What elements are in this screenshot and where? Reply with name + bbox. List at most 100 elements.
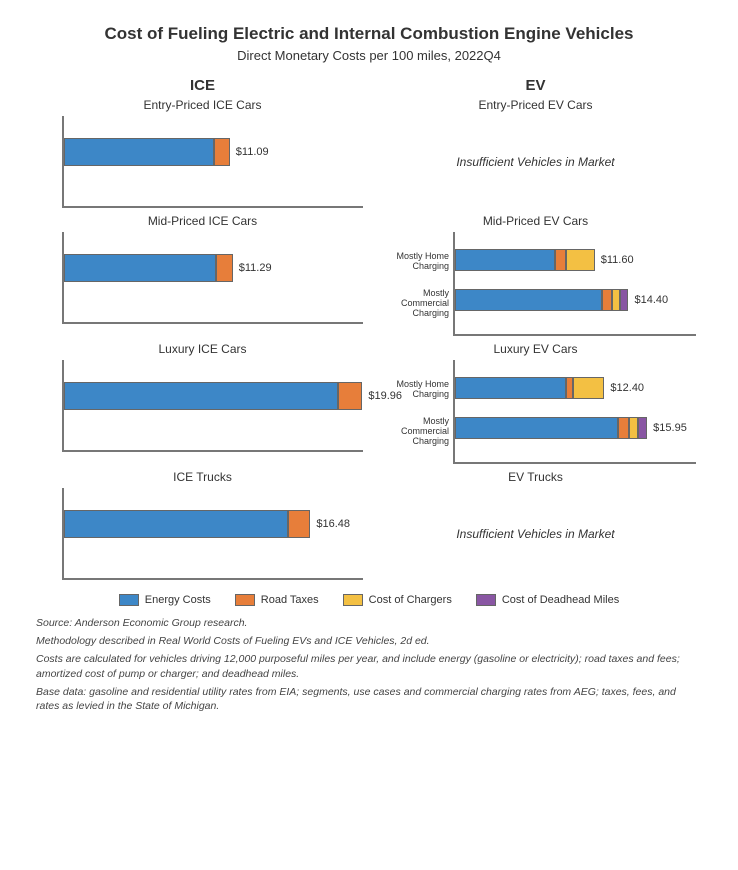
y-labels xyxy=(42,488,62,580)
left-panel: Luxury ICE Cars $19.96 xyxy=(36,340,369,464)
legend-item: Energy Costs xyxy=(119,594,211,606)
legend-swatch xyxy=(119,594,139,606)
bar-segment-road xyxy=(602,289,612,311)
y-labels xyxy=(42,116,62,208)
insufficient-message: Insufficient Vehicles in Market xyxy=(456,155,614,169)
plot: Mostly Home Charging Mostly Commercial Ch… xyxy=(375,232,696,336)
bar-segment-energy xyxy=(455,377,566,399)
bar-stack xyxy=(455,417,647,439)
chart-grid: ICE EV Entry-Priced ICE Cars$11.09Entry-… xyxy=(36,77,702,580)
plot: $19.96 xyxy=(42,360,363,452)
legend-item: Road Taxes xyxy=(235,594,319,606)
panel-title: Mid-Priced ICE Cars xyxy=(42,214,363,228)
bar-stack xyxy=(64,138,230,166)
left-panel: Mid-Priced ICE Cars $11.29 xyxy=(36,212,369,336)
bar-row: $14.40 xyxy=(455,289,668,311)
bar-value-label: $12.40 xyxy=(610,382,644,394)
bar-row: $12.40 xyxy=(455,377,644,399)
insufficient-wrap: Insufficient Vehicles in Market xyxy=(375,116,696,208)
bar-stack xyxy=(64,382,362,410)
right-panel: Entry-Priced EV Cars Insufficient Vehicle… xyxy=(369,96,702,208)
panel-title: EV Trucks xyxy=(375,470,696,484)
bar-segment-chargers xyxy=(612,289,620,311)
row-pair: Luxury ICE Cars $19.96 Luxury EV Cars Mostl… xyxy=(36,340,702,464)
panel-title: Entry-Priced EV Cars xyxy=(375,98,696,112)
bar-stack xyxy=(64,254,233,282)
bar-value-label: $11.29 xyxy=(239,262,272,274)
right-panel: Mid-Priced EV CarsMostly Home ChargingMo… xyxy=(369,212,702,336)
bar-segment-road xyxy=(214,138,230,166)
bar-segment-road xyxy=(338,382,363,410)
row-pair: ICE Trucks$16.48 EV Trucks Insufficient Ve… xyxy=(36,468,702,580)
insufficient-message: Insufficient Vehicles in Market xyxy=(456,527,614,541)
legend-label: Cost of Deadhead Miles xyxy=(502,594,619,606)
bar-stack xyxy=(455,377,604,399)
chart-area: $11.60 $14.40 xyxy=(453,232,696,336)
bar-value-label: $11.60 xyxy=(601,254,634,266)
bar-segment-chargers xyxy=(629,417,639,439)
bar-value-label: $16.48 xyxy=(316,518,350,530)
right-panel: EV Trucks Insufficient Vehicles in Market xyxy=(369,468,702,580)
bar-segment-road xyxy=(566,377,573,399)
bar-row: $16.48 xyxy=(64,510,350,538)
right-panel: Luxury EV CarsMostly Home ChargingMostly… xyxy=(369,340,702,464)
left-panel: Entry-Priced ICE Cars $11.09 xyxy=(36,96,369,208)
bar-value-label: $15.95 xyxy=(653,422,687,434)
bar-segment-energy xyxy=(455,249,555,271)
y-labels: Mostly Home Charging Mostly Commercial Ch… xyxy=(375,232,453,336)
chart-area: $11.29 xyxy=(62,232,363,324)
panel-title: Entry-Priced ICE Cars xyxy=(42,98,363,112)
panel-title: Luxury EV Cars xyxy=(375,342,696,356)
legend-swatch xyxy=(476,594,496,606)
chart-subtitle: Direct Monetary Costs per 100 miles, 202… xyxy=(36,48,702,63)
bar-row: $11.29 xyxy=(64,254,272,282)
note-line: Costs are calculated for vehicles drivin… xyxy=(36,652,702,680)
source-notes: Source: Anderson Economic Group research… xyxy=(36,616,702,713)
bar-segment-road xyxy=(216,254,232,282)
panel-title: Luxury ICE Cars xyxy=(42,342,363,356)
bar-segment-energy xyxy=(64,382,338,410)
chart-title: Cost of Fueling Electric and Internal Co… xyxy=(36,24,702,44)
chart-area: $19.96 xyxy=(62,360,363,452)
y-labels: Mostly Home Charging Mostly Commercial Ch… xyxy=(375,360,453,464)
row-pair: Mid-Priced ICE Cars $11.29 Mid-Priced EV C… xyxy=(36,212,702,336)
plot: Mostly Home Charging Mostly Commercial Ch… xyxy=(375,360,696,464)
bar-segment-road xyxy=(288,510,310,538)
bar-segment-energy xyxy=(64,254,216,282)
bar-segment-chargers xyxy=(566,249,595,271)
bar-segment-deadhead xyxy=(620,289,628,311)
bar-row: $15.95 xyxy=(455,417,687,439)
panel-title: Mid-Priced EV Cars xyxy=(375,214,696,228)
legend: Energy Costs Road Taxes Cost of Chargers Co… xyxy=(36,594,702,606)
bar-stack xyxy=(64,510,310,538)
bar-segment-energy xyxy=(455,289,602,311)
plot: $16.48 xyxy=(42,488,363,580)
y-labels xyxy=(42,360,62,452)
bar-row: $11.09 xyxy=(64,138,269,166)
bar-row: $19.96 xyxy=(64,382,402,410)
bar-value-label: $14.40 xyxy=(634,294,668,306)
plot: $11.09 xyxy=(42,116,363,208)
bar-stack xyxy=(455,249,595,271)
bar-segment-road xyxy=(555,249,566,271)
plot: $11.29 xyxy=(42,232,363,324)
legend-label: Energy Costs xyxy=(145,594,211,606)
bar-category-label: Mostly Commercial Charging xyxy=(375,288,449,318)
legend-swatch xyxy=(235,594,255,606)
bar-segment-deadhead xyxy=(638,417,647,439)
chart-area: $12.40 $15.95 xyxy=(453,360,696,464)
bar-segment-energy xyxy=(455,417,618,439)
legend-item: Cost of Chargers xyxy=(343,594,452,606)
left-panel: ICE Trucks$16.48 xyxy=(36,468,369,580)
chart-area: $11.09 xyxy=(62,116,363,208)
rows-container: Entry-Priced ICE Cars$11.09Entry-Priced … xyxy=(36,92,702,580)
bar-segment-energy xyxy=(64,510,288,538)
y-labels xyxy=(42,232,62,324)
legend-item: Cost of Deadhead Miles xyxy=(476,594,619,606)
bar-category-label: Mostly Home Charging xyxy=(375,379,449,399)
bar-category-label: Mostly Commercial Charging xyxy=(375,416,449,446)
row-pair: Entry-Priced ICE Cars$11.09Entry-Priced … xyxy=(36,96,702,208)
bar-category-label: Mostly Home Charging xyxy=(375,251,449,271)
bar-row: $11.60 xyxy=(455,249,634,271)
legend-label: Road Taxes xyxy=(261,594,319,606)
